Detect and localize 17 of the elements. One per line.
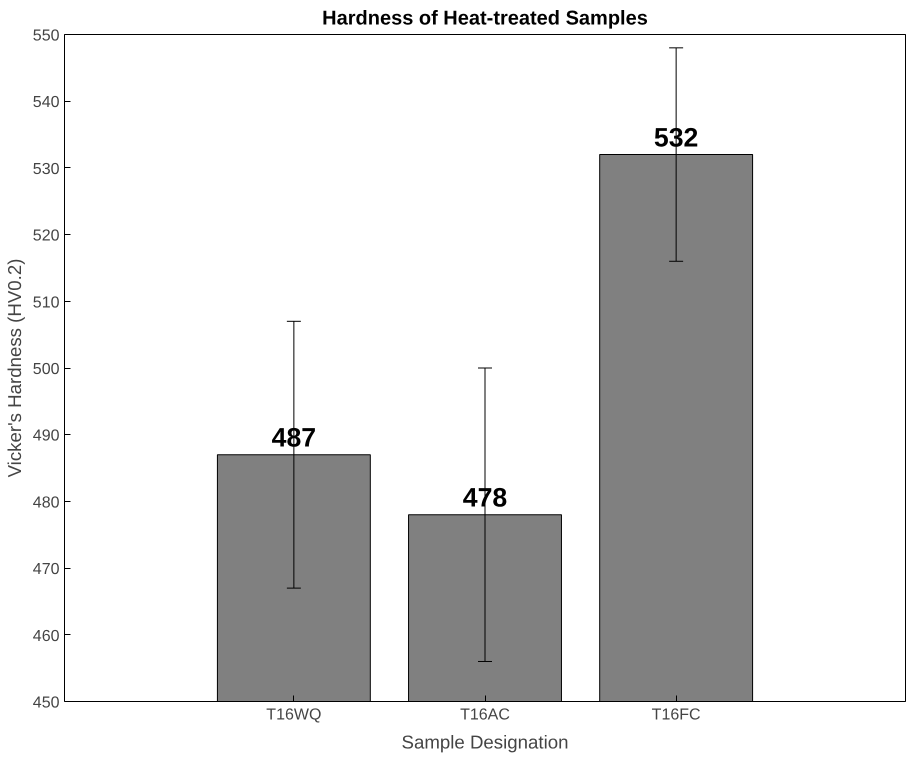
- y-tick-label: 490: [32, 428, 60, 445]
- y-tick-label: 530: [32, 160, 60, 178]
- x-tick-label: T16WQ: [266, 706, 322, 724]
- y-tick-label: 480: [32, 494, 60, 512]
- y-tick-label: 510: [32, 294, 60, 312]
- y-tick-label: 500: [32, 361, 60, 378]
- x-tick-label: T16FC: [652, 706, 701, 724]
- y-axis-title: Vicker's Hardness (HV0.2): [4, 258, 25, 478]
- y-tick-label: 520: [32, 228, 60, 245]
- y-tick-label: 470: [32, 561, 60, 578]
- y-tick-label: 450: [32, 694, 60, 712]
- chart-title: Hardness of Heat-treated Samples: [322, 8, 648, 30]
- y-tick-label: 550: [32, 28, 60, 44]
- x-axis-title: Sample Designation: [402, 732, 568, 752]
- y-tick-label: 460: [32, 628, 60, 645]
- x-tick-label: T16AC: [460, 706, 510, 724]
- y-tick-label: 540: [32, 94, 60, 112]
